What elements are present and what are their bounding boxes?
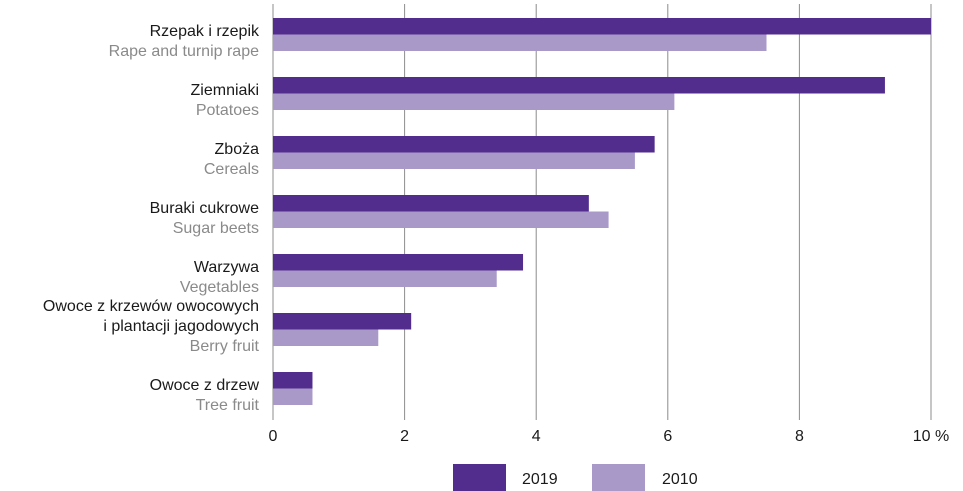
bar-2019 (273, 372, 313, 389)
category-label-en: Tree fruit (196, 397, 260, 414)
category-label-pl: Zboża (215, 141, 260, 158)
x-tick-label: 8 (795, 428, 804, 445)
bar-2010 (273, 388, 313, 405)
bar-2019 (273, 254, 524, 271)
category-label-pl: Ziemniaki (191, 82, 259, 99)
legend-swatch-2019 (453, 464, 506, 491)
x-tick-label: 2 (400, 428, 409, 445)
bar-2010 (273, 211, 609, 228)
legend-label-2019: 2019 (522, 471, 558, 488)
bar-2019 (273, 77, 885, 94)
category-label-pl: Owoce z krzewów owocowych (43, 298, 259, 315)
category-label-pl: Rzepak i rzepik (150, 23, 260, 40)
bar-2019 (273, 136, 655, 153)
category-label-en: Rape and turnip rape (109, 43, 259, 60)
category-label-en: Vegetables (180, 279, 259, 296)
legend-swatch-2010 (592, 464, 645, 491)
bar-2010 (273, 270, 497, 287)
x-tick-label: 0 (269, 428, 278, 445)
x-tick-label: 4 (532, 428, 541, 445)
bar-2010 (273, 152, 635, 169)
category-label-en: Berry fruit (190, 338, 260, 355)
bars (273, 18, 931, 405)
category-label-en: Cereals (204, 161, 259, 178)
category-label-en: Potatoes (196, 102, 259, 119)
x-axis-tick-labels: 0 2 4 6 8 10 % (269, 428, 950, 445)
legend: 2019 2010 (453, 464, 698, 491)
legend-label-2010: 2010 (662, 471, 698, 488)
bar-2019 (273, 18, 931, 35)
bar-2019 (273, 313, 412, 330)
category-label-pl: Owoce z drzew (150, 377, 260, 394)
bar-2010 (273, 329, 379, 346)
category-label-en: Sugar beets (173, 220, 259, 237)
category-label-pl: Warzywa (194, 259, 259, 276)
category-labels: Rzepak i rzepik Rape and turnip rape Ziemn… (43, 23, 260, 414)
category-label-pl: i plantacji jagodowych (103, 318, 259, 335)
bar-2019 (273, 195, 589, 212)
category-label-pl: Buraki cukrowe (150, 200, 259, 217)
x-tick-label: 10 % (913, 428, 949, 445)
bar-2010 (273, 34, 767, 51)
x-tick-label: 6 (663, 428, 672, 445)
bar-2010 (273, 93, 675, 110)
